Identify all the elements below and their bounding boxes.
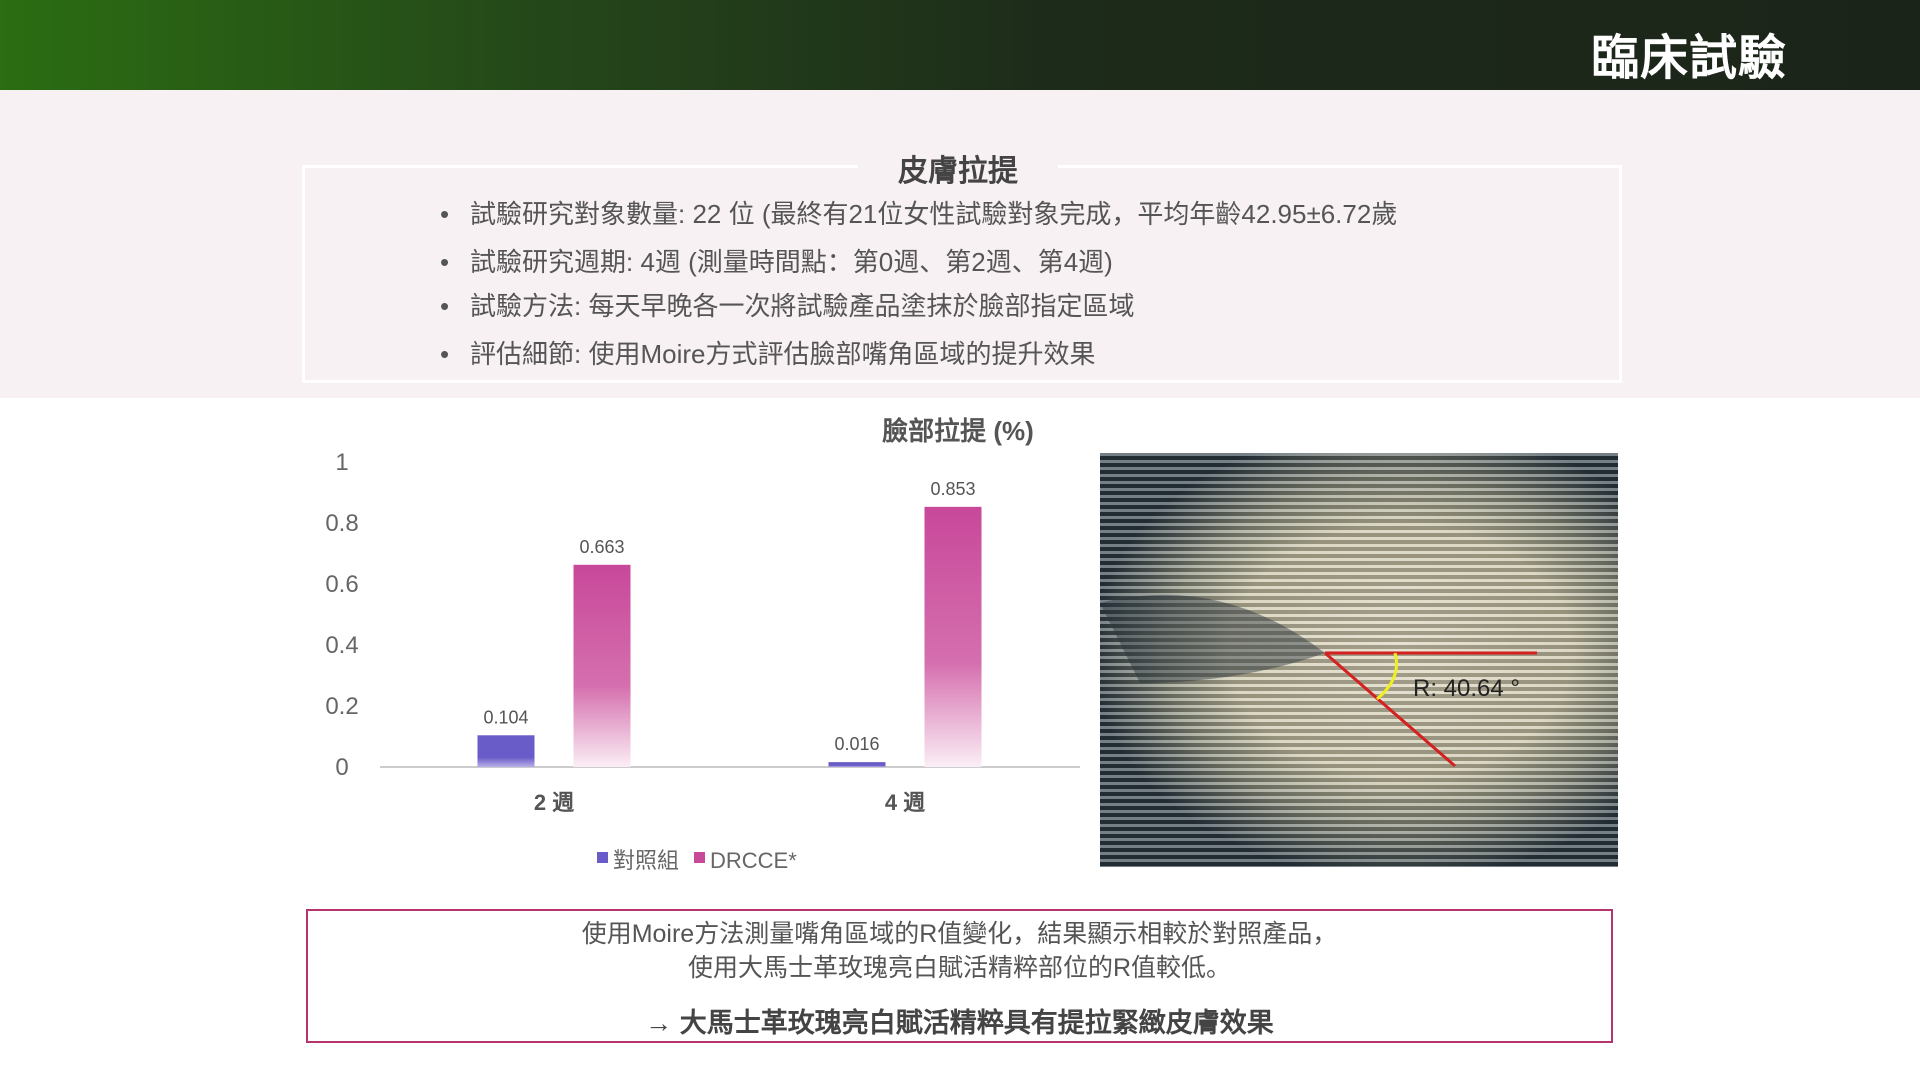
- legend-label: 對照組: [613, 848, 679, 873]
- data-label: 0.016: [834, 734, 879, 754]
- legend-label: DRCCE*: [710, 848, 797, 873]
- header-bar: 臨床試驗: [0, 0, 1920, 90]
- chart-title: 臉部拉提 (%): [882, 416, 1034, 446]
- info-title: 皮膚拉提: [858, 146, 1058, 190]
- conclusion-line: 使用大馬士革玫瑰亮白賦活精粹部位的R值較低。: [687, 954, 1232, 982]
- conclusion-box: 使用Moire方法測量嘴角區域的R值變化，結果顯示相較於對照產品， 使用大馬士革…: [306, 909, 1613, 1043]
- legend-swatch: [597, 852, 608, 863]
- y-tick-label: 0: [335, 754, 348, 781]
- y-tick-label: 0.8: [325, 510, 358, 537]
- y-tick-label: 0.4: [325, 632, 358, 659]
- bullet-item: 試驗方法: 每天早晚各一次將試驗產品塗抹於臉部指定區域: [440, 288, 1397, 336]
- data-label: 0.104: [483, 707, 528, 727]
- conclusion-summary: → 大馬士革玫瑰亮白賦活精粹具有提拉緊緻皮膚效果: [645, 1008, 1274, 1038]
- data-label: 0.853: [930, 479, 975, 499]
- data-label: 0.663: [579, 537, 624, 557]
- angle-line: [1324, 651, 1456, 768]
- angle-arc: [1376, 652, 1398, 701]
- bar-control: [477, 735, 535, 767]
- page-title: 臨床試驗: [1590, 32, 1787, 85]
- x-tick-label: 4 週: [885, 790, 925, 815]
- bar-chart: 0 0.2 0.4 0.6 0.8 1 2 週 0.104 0.663 4 週 0.016 0.853…: [325, 449, 1080, 873]
- bar-control: [828, 762, 886, 767]
- y-tick-label: 0.6: [325, 571, 358, 598]
- y-tick-label: 0.2: [325, 693, 358, 720]
- bullet-item: 試驗研究對象數量: 22 位 (最終有21位女性試驗對象完成，平均年齡42.95…: [440, 196, 1397, 244]
- legend-swatch: [694, 852, 705, 863]
- info-bullets: 試驗研究對象數量: 22 位 (最終有21位女性試驗對象完成，平均年齡42.95…: [440, 196, 1397, 384]
- x-tick-label: 2 週: [534, 790, 574, 815]
- bar-drcce: [924, 506, 982, 767]
- conclusion-line: 使用Moire方法測量嘴角區域的R值變化，結果顯示相較於對照產品，: [581, 920, 1338, 948]
- angle-annotation: [1100, 594, 1537, 768]
- y-tick-label: 1: [335, 449, 348, 476]
- bar-drcce: [573, 564, 631, 767]
- bullet-item: 評估細節: 使用Moire方式評估臉部嘴角區域的提升效果: [440, 336, 1397, 384]
- r-value-label: R: 40.64 °: [1413, 675, 1520, 702]
- bullet-item: 試驗研究週期: 4週 (測量時間點：第0週、第2週、第4週): [440, 244, 1397, 292]
- moire-face-photo: R: 40.64 °: [1100, 453, 1618, 867]
